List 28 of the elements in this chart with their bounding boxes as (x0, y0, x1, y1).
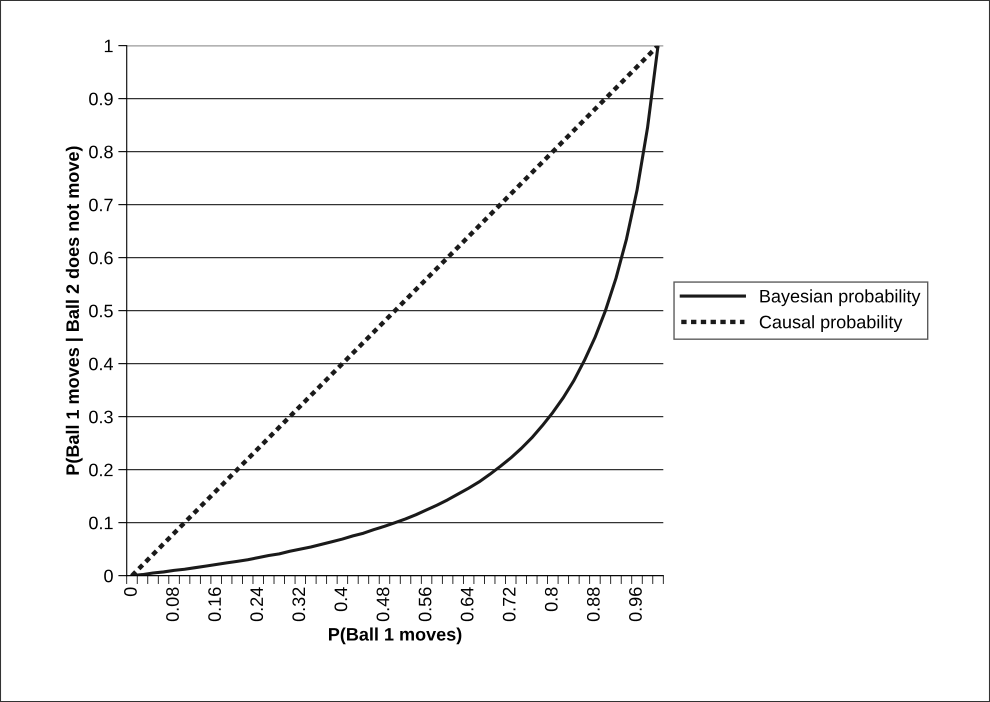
y-tick-label: 0 (104, 570, 113, 582)
x-tick-label: 0 (124, 587, 137, 596)
y-tick-label: 0.9 (89, 92, 113, 106)
x-tick-label: 0.56 (418, 588, 432, 622)
y-tick-label: 0.7 (89, 198, 113, 212)
y-tick-label: 0.8 (89, 146, 113, 158)
y-tick-label: 1 (104, 40, 113, 52)
x-tick-label: 0.24 (250, 587, 264, 622)
y-tick-label: 0.5 (89, 304, 113, 318)
x-tick-label: 0.48 (376, 588, 390, 622)
x-tick-label: 0.32 (292, 588, 306, 622)
legend-label: Bayesian probability (760, 289, 920, 306)
x-tick-label: 0.8 (544, 588, 558, 612)
x-tick-label: 0.64 (460, 587, 474, 622)
x-tick-label: 0.4 (334, 587, 348, 612)
x-tick-label: 0.16 (208, 588, 221, 622)
x-tick-label: 0.88 (586, 588, 600, 622)
y-tick-label: 0.1 (89, 516, 113, 530)
x-axis-title: P(Ball 1 moves) (328, 627, 462, 644)
x-tick-label: 0.72 (502, 588, 516, 622)
legend-label: Causal probability (760, 315, 902, 332)
y-tick-label: 0.6 (89, 252, 113, 264)
x-tick-label: 0.96 (629, 588, 642, 622)
y-tick-label: 0.2 (89, 464, 113, 476)
y-axis-title: P(Ball 1 moves | Ball 2 does not move) (66, 146, 83, 474)
y-tick-label: 0.4 (89, 358, 113, 370)
x-tick-label: 0.08 (166, 588, 179, 622)
y-tick-label: 0.3 (89, 410, 113, 424)
